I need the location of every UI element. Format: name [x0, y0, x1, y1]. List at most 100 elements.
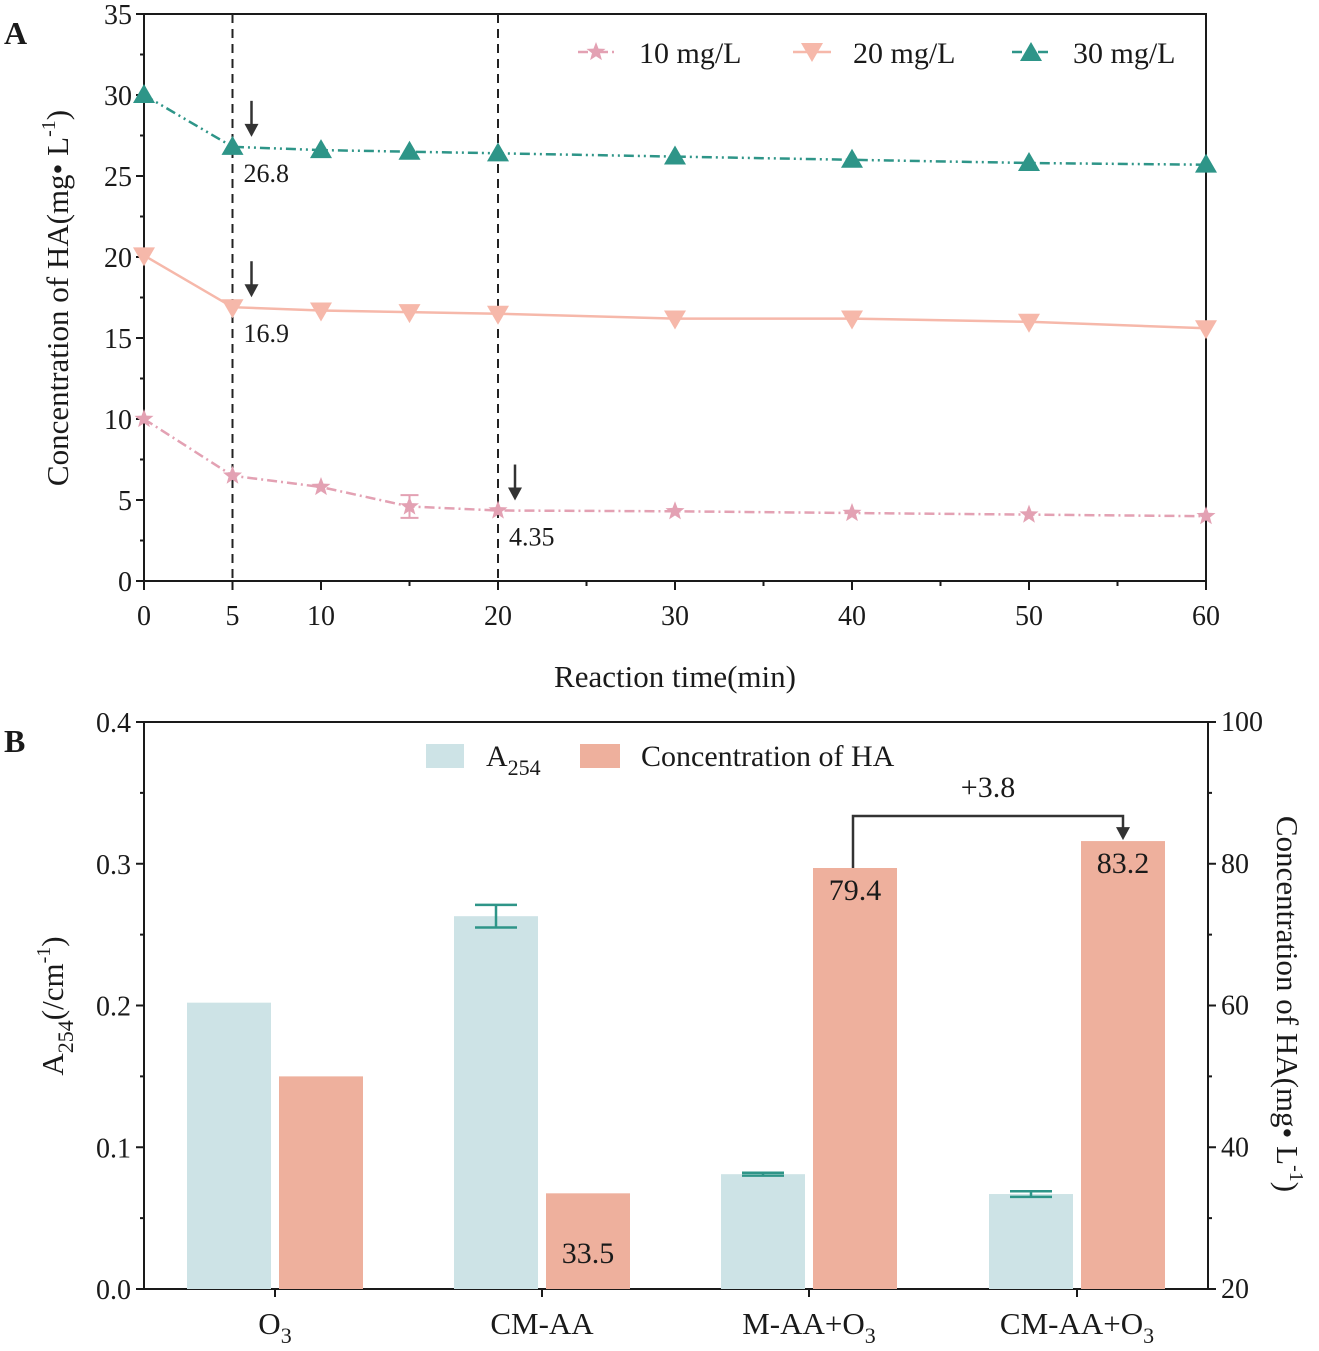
b-right-tick-label-3: 80: [1221, 849, 1249, 880]
b-left-tick-label-0: 0.0: [96, 1275, 131, 1306]
a-xtick-label-5: 40: [838, 601, 866, 632]
data-point-2-4: [487, 142, 509, 162]
data-point-1-3: [398, 304, 421, 324]
data-point-1-6: [841, 310, 863, 330]
a-ytick-label-5: 25: [104, 162, 132, 193]
b-category-sub-3: 3: [1143, 1323, 1154, 1348]
a-ytick-label-4: 20: [104, 243, 132, 274]
bar-a254-3: [989, 1194, 1073, 1289]
data-point-1-1: [221, 299, 244, 319]
panel-a-x-axis-title: Reaction time(min): [554, 659, 796, 694]
panel-b-right-axis-title: Concentration of HA(mg• L-1): [1270, 816, 1307, 1192]
panel-b-left-title-main: A: [35, 1053, 70, 1076]
b-category-main-0: O: [258, 1306, 280, 1341]
panel-a: A 0 5 10 15 20 25 30 35 0 5 10 20 30 40 50 60 26.8 16.9…: [4, 0, 1220, 694]
data-point-0-4: [488, 500, 508, 519]
panel-a-legend: 10 mg/L 20 mg/L 30 mg/L: [578, 37, 1176, 70]
b-category-main-2: M-AA+O: [742, 1306, 865, 1341]
panel-b-left-title-rest: (/cm: [35, 963, 70, 1020]
panel-b-legend: A254 Concentration of HA: [426, 740, 895, 780]
series-line-0: [143, 417, 1207, 518]
panel-b-right-title-dot: •: [1270, 1128, 1305, 1139]
data-point-0-6: [842, 503, 862, 522]
legend-marker-10: [586, 42, 606, 61]
data-point-0-5: [665, 501, 685, 520]
data-point-0-8: [1196, 506, 1216, 525]
data-point-1-8: [1195, 320, 1217, 340]
increase-bracket-label: +3.8: [961, 771, 1015, 804]
panel-b-left-title-sup: -1: [33, 947, 55, 964]
panel-b-right-title-main: Concentration of HA(mg: [1270, 816, 1305, 1128]
increase-bracket-arrowhead: [1116, 827, 1130, 841]
a-ytick-label-0: 0: [118, 567, 132, 598]
panel-b: B 0.0 0.1 0.2 0.3 0.4 20 40 60 80 100 33.5 79.4 83…: [4, 707, 1307, 1348]
panel-b-label: B: [4, 723, 25, 759]
data-point-0-1: [223, 465, 242, 484]
panel-b-left-title-sub: 254: [53, 1020, 78, 1053]
b-right-tick-label-4: 100: [1221, 707, 1263, 738]
legend-a254-sub: 254: [508, 755, 541, 780]
panel-a-label: A: [4, 15, 27, 51]
bar-ha-label-3: 83.2: [1097, 847, 1150, 880]
legend-label-30: 30 mg/L: [1073, 37, 1176, 70]
bar-ha-0: [279, 1076, 363, 1289]
annotation-arrow-1: [244, 261, 259, 298]
bar-ha-label-2: 79.4: [829, 874, 882, 907]
legend-marker-20: [801, 43, 823, 62]
bar-a254-2: [721, 1174, 805, 1289]
a-xtick-label-0: 0: [137, 601, 151, 632]
legend-swatch-ha: [580, 744, 620, 768]
b-category-label-1: CM-AA: [490, 1306, 594, 1341]
b-category-main-1: CM-AA: [490, 1306, 594, 1341]
data-point-2-2: [310, 139, 332, 159]
b-category-sub-0: 3: [281, 1323, 292, 1348]
panel-b-left-title-close: ): [35, 936, 70, 946]
data-point-2-7: [1018, 152, 1040, 172]
panel-a-y-title-dot: •: [40, 164, 75, 175]
legend-marker-30: [1020, 42, 1042, 61]
b-category-label-2: M-AA+O3: [742, 1306, 876, 1348]
bar-ha-label-1: 33.5: [562, 1237, 615, 1270]
legend-a254-main: A: [486, 740, 508, 773]
b-left-tick-label-3: 0.3: [96, 850, 131, 881]
a-xtick-label-2: 10: [307, 601, 335, 632]
panel-b-right-title-unit: L: [1270, 1138, 1305, 1165]
bar-ha-1: [546, 1193, 630, 1289]
b-left-tick-label-4: 0.4: [96, 708, 131, 739]
annotation-label-0: 26.8: [244, 159, 290, 188]
b-right-tick-label-0: 20: [1221, 1274, 1249, 1305]
a-ytick-label-2: 10: [104, 405, 132, 436]
a-ytick-label-3: 15: [104, 324, 132, 355]
data-point-0-2: [311, 477, 331, 496]
b-right-tick-label-2: 60: [1221, 991, 1249, 1022]
bar-ha-3: [1081, 841, 1165, 1289]
a-xtick-label-6: 50: [1015, 601, 1043, 632]
annotation-label-2: 4.35: [509, 523, 555, 552]
data-point-0-7: [1019, 504, 1039, 523]
panel-a-y-title-close: ): [40, 110, 75, 120]
bar-a254-0: [187, 1002, 271, 1289]
data-point-2-8: [1195, 153, 1217, 173]
data-point-1-2: [310, 302, 332, 322]
b-category-label-0: O3: [258, 1306, 291, 1348]
panel-a-frame: [143, 13, 1207, 582]
b-category-main-3: CM-AA+O: [1000, 1306, 1143, 1341]
data-point-2-0: [133, 84, 155, 103]
data-point-1-7: [1018, 313, 1040, 333]
b-left-tick-label-1: 0.1: [96, 1133, 131, 1164]
b-right-tick-label-1: 40: [1221, 1132, 1249, 1163]
b-category-label-3: CM-AA+O3: [1000, 1306, 1154, 1348]
data-point-2-5: [664, 145, 686, 165]
panel-a-y-title-main: Concentration of HA(mg: [40, 174, 75, 486]
data-point-0-0: [134, 409, 154, 428]
a-ytick-label-7: 35: [104, 0, 132, 31]
bar-a254-1: [454, 916, 538, 1289]
panel-a-y-title-unit: L: [40, 137, 75, 164]
panel-b-right-title-sup: -1: [1285, 1165, 1307, 1182]
a-xtick-label-7: 60: [1192, 601, 1220, 632]
data-point-2-1: [221, 135, 244, 155]
legend-label-20: 20 mg/L: [853, 37, 956, 70]
data-point-1-5: [664, 310, 686, 330]
data-point-1-0: [133, 247, 155, 267]
